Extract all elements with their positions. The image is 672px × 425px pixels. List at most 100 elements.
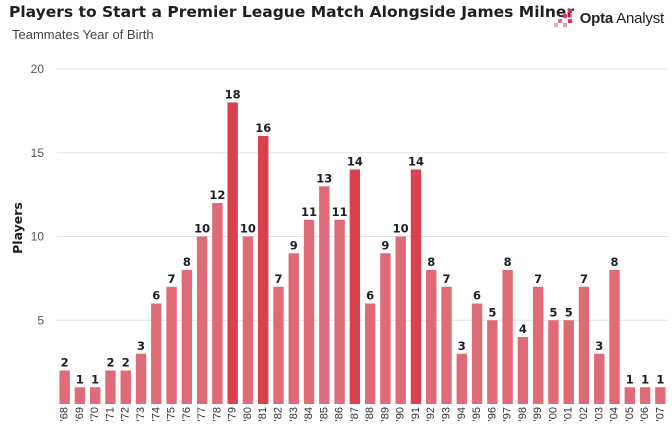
bar [151,303,162,404]
bar [471,303,483,404]
data-label: 7 [168,272,176,286]
bar [258,136,269,404]
y-tick-label: 15 [31,146,45,160]
bar [410,169,422,404]
x-tick-label: '05 [624,407,636,421]
x-tick-label: '80 [242,407,254,421]
bar [639,387,651,404]
bar [273,286,284,404]
data-label: 5 [565,305,573,319]
data-label: 10 [393,222,409,236]
y-axis-label: Players [10,202,25,254]
x-tick-label: '75 [166,407,178,421]
data-label: 8 [427,255,435,269]
data-label: 8 [611,255,619,269]
bar [74,387,86,404]
x-tick-label: '87 [349,407,361,421]
x-tick-label: '94 [456,407,468,421]
bar [303,219,315,404]
x-tick-label: '91 [410,407,422,421]
x-tick-label: '96 [486,407,498,421]
x-tick-label: '84 [303,407,315,421]
data-label: 4 [519,322,527,336]
bar [441,286,452,404]
bar [288,253,299,404]
data-label: 8 [504,255,512,269]
data-label: 3 [595,339,603,353]
x-tick-label: '70 [89,407,101,421]
data-label: 11 [332,205,348,219]
bar [594,353,605,404]
bar [135,353,147,404]
x-tick-label: '71 [104,407,116,421]
data-label: 2 [122,356,130,370]
bar [364,303,376,404]
bar [395,236,406,404]
bar [548,320,559,404]
data-label: 1 [76,372,84,386]
x-tick-label: '99 [532,407,544,421]
x-tick-label: '93 [441,407,453,421]
data-label: 1 [656,372,664,386]
x-tick-label: '06 [639,407,651,421]
data-label: 1 [91,372,99,386]
bar [532,286,544,404]
x-tick-label: '73 [135,407,147,421]
bar [242,236,254,404]
data-label: 2 [61,356,69,370]
bar [196,236,208,404]
bar [349,169,361,404]
bar [212,203,223,404]
x-tick-label: '89 [379,407,391,421]
data-label: 1 [626,372,634,386]
chart-title: Players to Start a Premier League Match … [9,3,575,21]
data-label: 9 [381,238,389,252]
bar [563,320,574,404]
x-tick-label: '78 [211,407,223,421]
x-tick-label: '90 [395,407,407,421]
x-tick-label: '86 [334,407,346,421]
data-label: 7 [580,272,588,286]
bar [59,370,70,404]
x-tick-label: '82 [272,407,284,421]
data-label: 6 [152,289,160,303]
bar [120,370,131,404]
bar [380,253,391,404]
bar [487,320,498,404]
y-tick-label: 10 [31,230,45,244]
x-tick-label: '74 [150,407,162,421]
data-label: 6 [473,289,481,303]
x-tick-label: '85 [318,407,330,421]
bar [655,387,666,404]
data-label: 6 [366,289,374,303]
x-tick-label: '01 [563,407,575,421]
bar [578,286,590,404]
data-label: 7 [443,272,451,286]
x-tick-label: '98 [517,407,529,421]
data-label: 3 [458,339,466,353]
x-tick-label: '81 [257,407,269,421]
data-label: 8 [183,255,191,269]
data-label: 12 [209,188,225,202]
bar [517,337,529,404]
bar [319,186,330,404]
x-tick-label: '07 [654,407,666,421]
data-label: 10 [240,222,256,236]
data-label: 14 [347,155,363,169]
data-label: 1 [641,372,649,386]
bar [334,219,345,404]
data-label: 9 [290,238,298,252]
x-tick-label: '03 [593,407,605,421]
brand-name: Opta Analyst [579,9,665,27]
x-tick-label: '04 [609,407,621,421]
bar [624,387,636,404]
data-label: 13 [316,171,332,185]
bar [609,270,620,404]
x-tick-label: '97 [502,407,514,421]
data-label: 2 [106,356,114,370]
x-tick-label: '00 [547,407,559,421]
data-label: 10 [194,222,210,236]
bar [105,370,116,404]
data-label: 5 [549,305,557,319]
